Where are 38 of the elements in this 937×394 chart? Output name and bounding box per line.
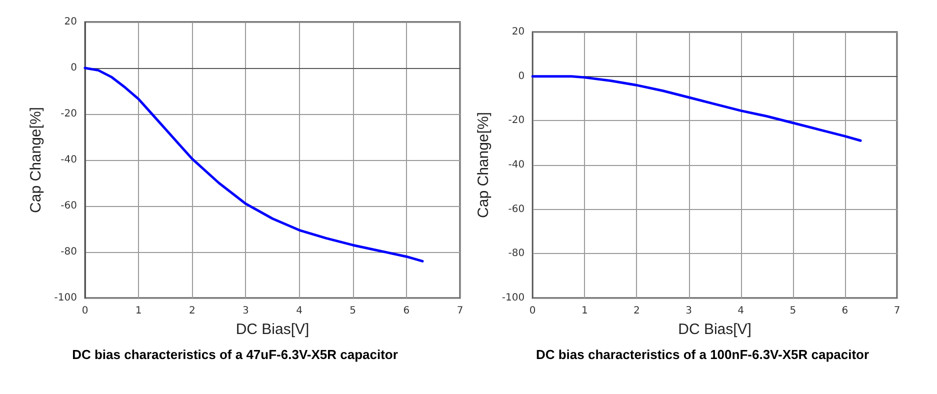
y-tick-label: -100: [54, 292, 77, 304]
y-tick-label: 0: [518, 70, 525, 82]
x-tick-label: 0: [529, 306, 536, 316]
x-tick-label: 6: [403, 306, 410, 316]
x-axis-title: DC Bias[V]: [678, 321, 752, 338]
x-tick-label: 5: [790, 306, 796, 316]
y-tick-label: -80: [60, 246, 77, 258]
x-tick-label: 2: [188, 306, 196, 316]
x-tick-label: 1: [135, 306, 142, 316]
y-tick-label: -40: [60, 154, 77, 166]
x-tick-label: 7: [456, 306, 464, 316]
x-tick-label: 6: [842, 306, 848, 316]
y-axis-title: Cap Change[%]: [475, 112, 492, 218]
x-tick-label: 0: [82, 306, 88, 316]
y-tick-label: 20: [512, 26, 525, 38]
x-tick-label: 7: [894, 306, 900, 316]
y-tick-label: 20: [64, 16, 77, 28]
line-series: [531, 75, 862, 142]
y-tick-label: -80: [508, 248, 525, 260]
y-axis-title: Cap Change[%]: [27, 107, 44, 213]
text: DC bias characteristics of a 100nF-6.3V-X5R capacitor: [536, 347, 870, 362]
x-tick-label: 5: [350, 306, 356, 316]
x-tick-label: 2: [634, 306, 640, 316]
y-tick-label: -20: [60, 108, 77, 120]
x-tick-label: 1: [581, 306, 588, 316]
y-tick-label: -60: [508, 204, 525, 215]
y-tick-label: -20: [508, 115, 525, 126]
y-tick-label: 0: [70, 62, 77, 74]
x-axis-title: DC Bias[V]: [236, 321, 310, 338]
y-tick-label: -100: [502, 292, 525, 304]
y-tick-label: -60: [60, 200, 77, 212]
x-tick-label: 4: [296, 306, 302, 316]
line-series: [84, 66, 424, 262]
x-tick-label: 4: [738, 306, 744, 316]
y-tick-label: -40: [508, 160, 525, 170]
x-tick-label: 3: [686, 306, 692, 316]
x-tick-label: 3: [242, 306, 249, 316]
text: DC bias characteristics of a 47uF-6.3V-X5R capacitor: [72, 347, 398, 362]
